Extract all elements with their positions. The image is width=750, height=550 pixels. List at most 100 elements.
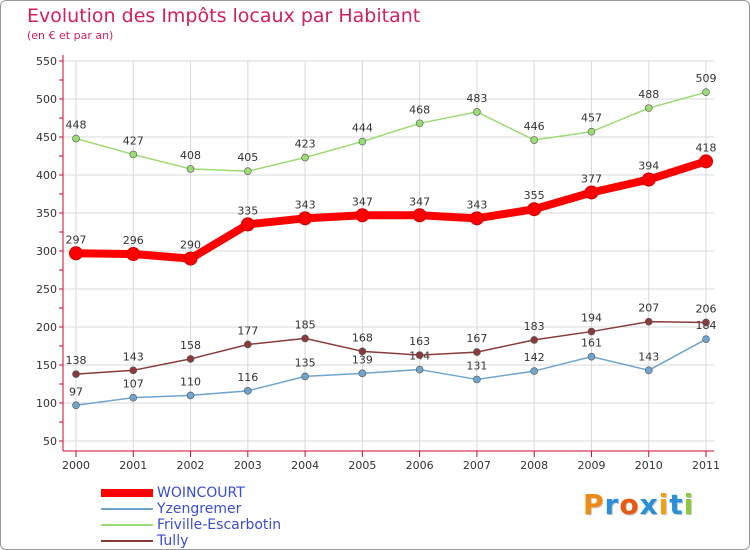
data-point-friville-escarbotin: [186, 165, 195, 173]
data-label-tully: 185: [295, 318, 316, 331]
data-label-yzengremer: 135: [295, 356, 316, 369]
logo-letter: P: [583, 488, 605, 521]
data-label-woincourt: 343: [466, 198, 487, 211]
y-tick-label: 50: [43, 435, 57, 448]
data-label-woincourt: 347: [352, 195, 373, 208]
data-point-tully: [186, 355, 195, 363]
data-point-tully: [587, 327, 596, 336]
data-point-tully: [129, 366, 138, 375]
data-point-yzengremer: [473, 375, 481, 384]
logo-letter: r: [604, 488, 620, 521]
x-tick-label: 2000: [62, 459, 90, 472]
series-line-woincourt: [72, 157, 710, 263]
chart-subtitle: (en € et par an): [27, 29, 114, 42]
data-point-friville-escarbotin: [415, 119, 424, 128]
data-label-friville-escarbotin: 405: [237, 151, 258, 164]
data-point-yzengremer: [587, 352, 596, 361]
y-tick-label: 400: [36, 169, 57, 182]
legend-swatch: [101, 524, 153, 526]
data-label-tully: 167: [466, 332, 487, 345]
data-label-tully: 143: [123, 350, 144, 363]
data-point-tully: [644, 317, 653, 326]
data-point-tully: [358, 347, 367, 356]
data-point-friville-escarbotin: [530, 136, 538, 144]
data-point-friville-escarbotin: [702, 88, 710, 96]
data-label-yzengremer: 97: [69, 385, 83, 398]
data-point-woincourt: [298, 211, 313, 226]
data-point-woincourt: [69, 246, 83, 261]
data-label-tully: 183: [524, 320, 545, 333]
x-tick-label: 2004: [291, 459, 319, 472]
y-tick-label: 100: [36, 397, 57, 410]
data-label-yzengremer: 161: [581, 337, 602, 350]
series-line-tully: [75, 320, 707, 375]
data-point-woincourt: [641, 172, 656, 187]
data-point-tully: [473, 348, 481, 356]
data-point-tully: [530, 336, 538, 344]
legend-label: Yzengremer: [157, 501, 242, 517]
legend-swatch: [101, 540, 153, 542]
data-point-friville-escarbotin: [587, 127, 596, 136]
data-label-friville-escarbotin: 448: [66, 119, 87, 132]
data-label-friville-escarbotin: 488: [638, 88, 659, 101]
data-point-woincourt: [183, 251, 198, 266]
data-point-yzengremer: [702, 335, 710, 343]
data-point-yzengremer: [415, 365, 424, 374]
data-label-yzengremer: 107: [123, 378, 144, 391]
series-line-friville-escarbotin: [75, 91, 707, 172]
x-tick-label: 2001: [119, 459, 147, 472]
y-tick-label: 300: [36, 245, 57, 258]
x-tick-label: 2006: [406, 459, 434, 472]
logo-letter: i: [658, 488, 670, 521]
data-label-friville-escarbotin: 509: [696, 72, 717, 85]
y-tick-label: 200: [36, 321, 57, 334]
data-label-friville-escarbotin: 444: [352, 122, 373, 135]
data-label-woincourt: 335: [237, 204, 258, 217]
data-point-friville-escarbotin: [358, 137, 367, 146]
legend-label: WOINCOURT: [157, 485, 245, 501]
x-tick-label: 2011: [692, 459, 720, 472]
data-label-yzengremer: 131: [466, 359, 487, 372]
data-point-tully: [415, 351, 424, 359]
data-label-friville-escarbotin: 446: [524, 120, 545, 133]
data-label-friville-escarbotin: 408: [180, 149, 201, 162]
data-label-woincourt: 347: [409, 195, 430, 208]
data-point-tully: [244, 340, 252, 349]
logo-letter: i: [683, 488, 695, 521]
data-label-woincourt: 377: [581, 172, 602, 185]
data-point-yzengremer: [244, 387, 252, 395]
data-label-tully: 168: [352, 331, 373, 344]
data-point-friville-escarbotin: [244, 167, 252, 175]
data-label-tully: 138: [66, 354, 87, 367]
chart-title: Evolution des Impôts locaux par Habitant: [27, 5, 421, 27]
x-tick-label: 2007: [463, 459, 491, 472]
legend-swatch: [101, 508, 153, 510]
data-point-yzengremer: [186, 391, 195, 400]
x-tick-label: 2009: [577, 459, 605, 472]
legend-label: Friville-Escarbotin: [157, 517, 282, 533]
y-tick-label: 550: [36, 55, 57, 68]
data-label-yzengremer: 139: [352, 353, 373, 366]
x-tick-label: 2005: [348, 459, 376, 472]
data-label-friville-escarbotin: 427: [123, 134, 144, 147]
data-point-woincourt: [699, 154, 713, 169]
x-tick-label: 2002: [177, 459, 205, 472]
legend-swatch: [101, 489, 153, 497]
logo-letter: o: [619, 488, 640, 521]
y-tick-label: 500: [36, 93, 57, 106]
data-label-tully: 194: [581, 312, 602, 325]
data-point-yzengremer: [129, 393, 138, 402]
y-tick-label: 250: [36, 283, 57, 296]
y-tick-label: 150: [36, 359, 57, 372]
data-point-yzengremer: [301, 372, 309, 381]
data-label-yzengremer: 116: [237, 371, 258, 384]
data-label-woincourt: 418: [696, 141, 717, 154]
data-point-tully: [301, 334, 309, 343]
y-tick-label: 350: [36, 207, 57, 220]
data-label-tully: 177: [237, 324, 258, 337]
data-point-woincourt: [584, 185, 599, 200]
data-point-woincourt: [126, 247, 141, 262]
data-point-tully: [702, 318, 710, 327]
data-label-tully: 158: [180, 339, 201, 352]
